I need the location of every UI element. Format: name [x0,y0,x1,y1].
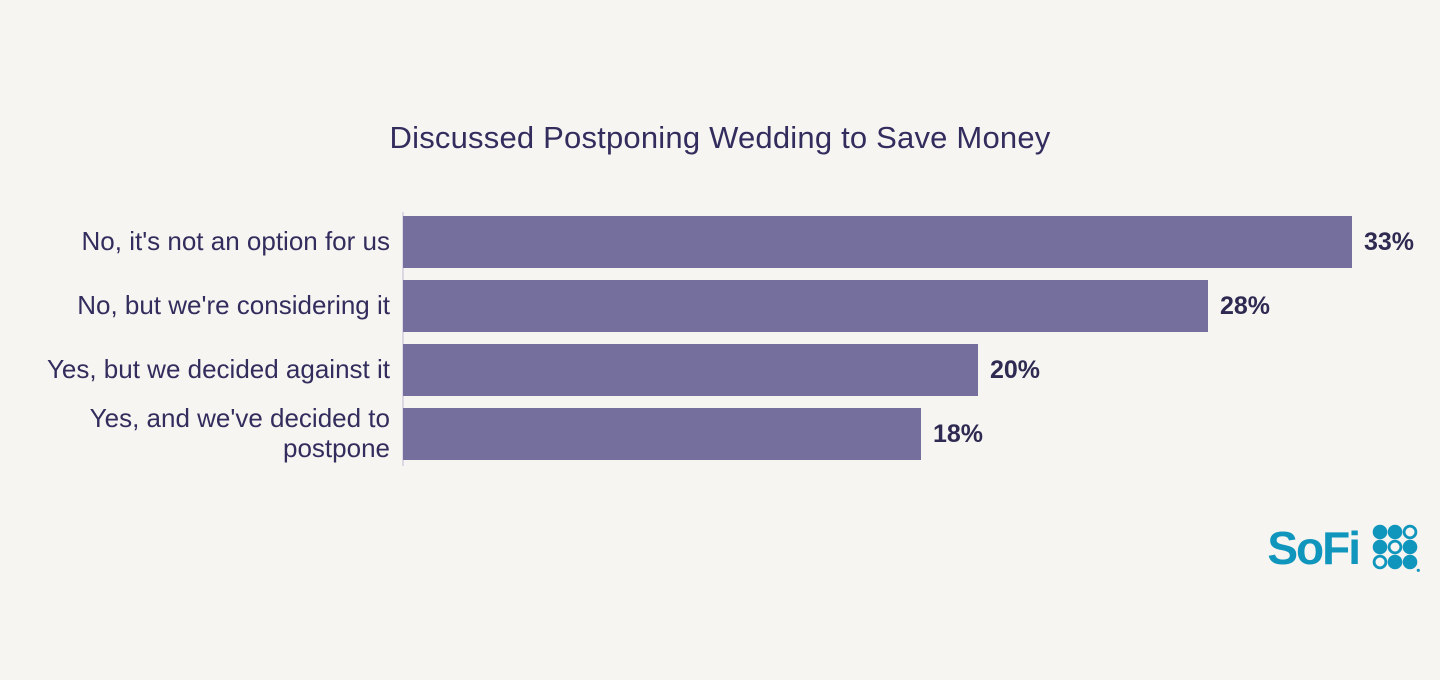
bar [403,216,1352,268]
sofi-dot [1402,554,1418,570]
sofi-dot [1372,524,1388,540]
bar-row: Yes, and we've decided to postpone 18% [0,403,1440,462]
sofi-dot [1372,554,1388,570]
sofi-dots-icon [1372,524,1420,572]
category-label: Yes, and we've decided to postpone [89,403,390,463]
bar [403,280,1208,332]
category-label: Yes, but we decided against it [46,354,390,385]
sofi-dot [1387,524,1403,540]
bar-area: 28% [403,280,1440,332]
trademark-dot [1416,568,1420,572]
bar-row: No, but we're considering it 28% [0,280,1440,332]
bar-area: 18% [403,408,1440,460]
value-label: 33% [1364,227,1415,256]
sofi-dot [1402,539,1418,555]
value-label: 20% [990,355,1041,384]
bar-area: 33% [403,216,1440,268]
sofi-dot [1402,524,1418,540]
chart-title: Discussed Postponing Wedding to Save Mon… [389,120,1051,155]
sofi-logo: SoFi [1267,524,1420,572]
bar-row: No, it's not an option for us 33% [0,216,1440,268]
value-label: 28% [1220,291,1271,320]
category-label: No, but we're considering it [77,290,390,321]
category-label: No, it's not an option for us [81,226,390,257]
bar-area: 20% [403,344,1440,396]
value-label: 18% [933,419,984,448]
sofi-dot [1372,539,1388,555]
sofi-dot [1387,554,1403,570]
bar [403,344,978,396]
sofi-logo-text: SoFi [1267,522,1361,574]
bar-row: Yes, but we decided against it 20% [0,344,1440,396]
sofi-dot [1387,539,1403,555]
bar-chart: No, it's not an option for us 33% No, but … [0,216,1440,472]
y-axis-line [402,212,404,466]
bar [403,408,921,460]
